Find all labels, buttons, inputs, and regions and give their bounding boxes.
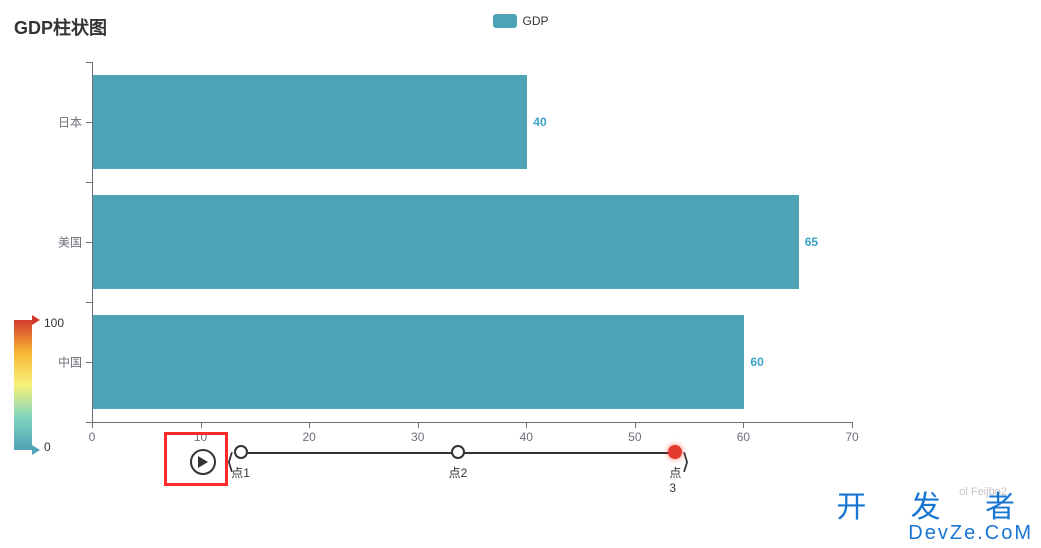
timeline-point[interactable] [668, 445, 682, 459]
chart-title: GDP柱状图 [14, 14, 107, 40]
play-icon [198, 456, 208, 468]
visualmap-gradient [14, 320, 32, 450]
timeline-point-label: 点3 [669, 464, 681, 495]
x-tick-label: 0 [89, 430, 96, 444]
visualmap-max-label: 100 [44, 316, 64, 330]
timeline-point-label: 点1 [231, 464, 250, 481]
timeline-next-button[interactable]: ⟩ [681, 451, 690, 473]
watermark-faint: ol Feijbo2 [959, 486, 1007, 498]
y-category-label: 美国 [58, 234, 82, 251]
timeline-point[interactable] [234, 445, 248, 459]
watermark-en: DevZe.CoM [836, 523, 1033, 544]
x-tick-label: 60 [737, 430, 750, 444]
legend-label: GDP [522, 14, 548, 28]
timeline-point-label: 点2 [449, 464, 468, 481]
bar: 65 [93, 195, 799, 289]
x-tick-label: 70 [845, 430, 858, 444]
timeline-play-button[interactable] [190, 449, 216, 475]
y-category-label: 中国 [58, 354, 82, 371]
visualmap[interactable]: 100 0 [14, 320, 42, 450]
timeline-point[interactable] [451, 445, 465, 459]
bar-value-label: 40 [533, 115, 546, 129]
legend-swatch [492, 14, 516, 28]
legend: GDP [492, 14, 548, 28]
bar: 60 [93, 315, 744, 409]
bar-chart: 010203040506070日本40美国65中国60 [92, 62, 852, 422]
bar: 40 [93, 75, 527, 169]
visualmap-handle-top[interactable] [32, 315, 40, 325]
timeline: ⟨ 点1点2点3 ⟩ [190, 442, 690, 482]
timeline-track[interactable]: 点1点2点3 [241, 442, 676, 482]
bar-value-label: 65 [805, 235, 818, 249]
visualmap-min-label: 0 [44, 440, 51, 454]
watermark: 开 发 者 DevZe.CoM [836, 492, 1033, 545]
visualmap-handle-bottom[interactable] [32, 445, 40, 455]
bar-value-label: 60 [750, 355, 763, 369]
y-category-label: 日本 [58, 114, 82, 131]
